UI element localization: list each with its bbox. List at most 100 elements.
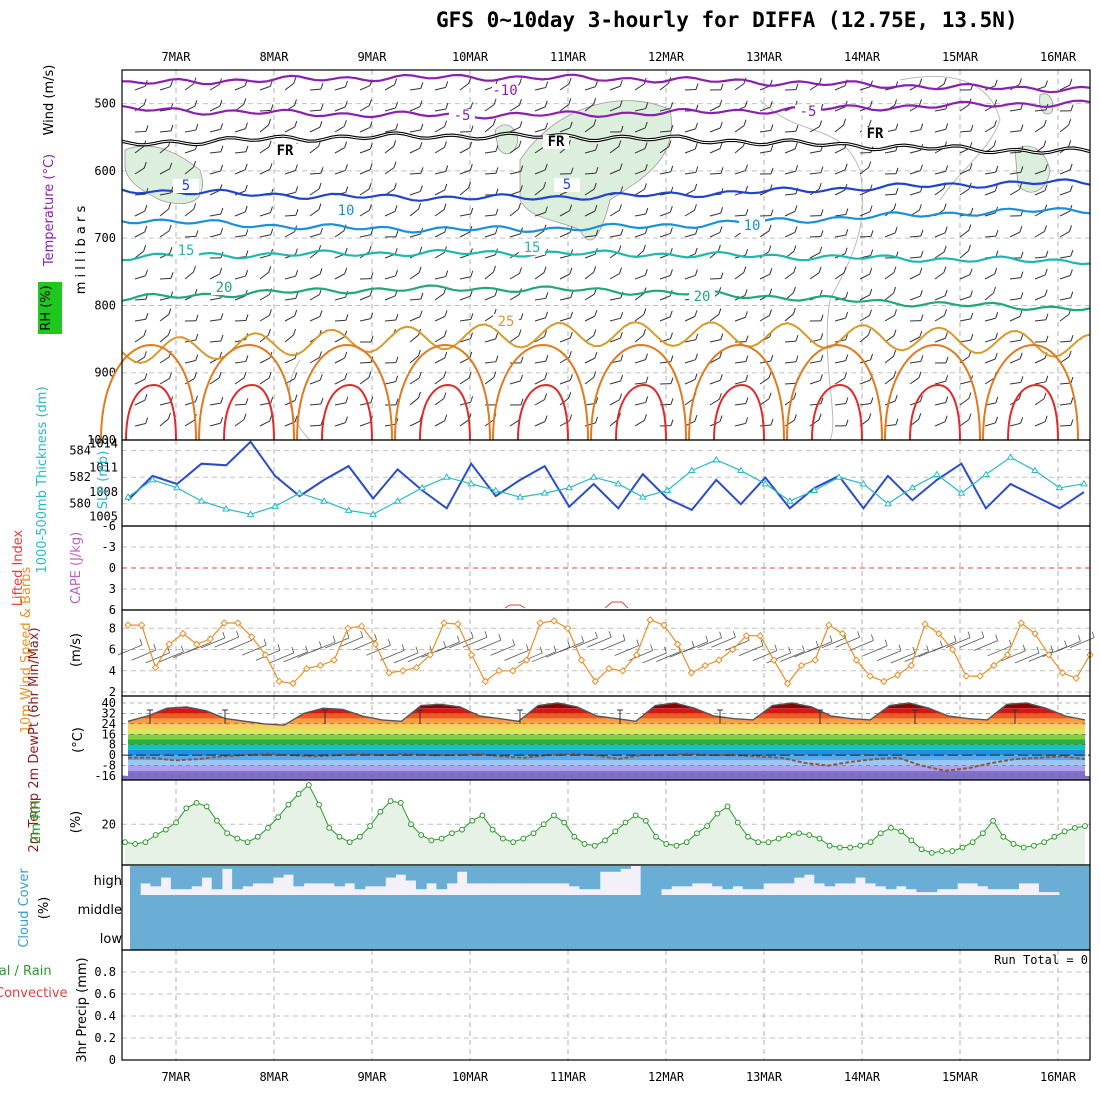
wind-barb — [584, 210, 596, 217]
thickness-marker — [1031, 466, 1039, 474]
wind-barb — [311, 641, 336, 653]
rh-marker — [1000, 833, 1007, 840]
rh-marker — [1061, 828, 1068, 835]
wind-barb — [484, 150, 496, 154]
wind-barb — [284, 357, 296, 364]
wind-barb-flag — [245, 398, 249, 405]
wind-barb — [184, 419, 195, 427]
wind-barb-flag — [168, 308, 172, 315]
precip-tick-label: 0.2 — [94, 1031, 116, 1045]
wind-barb — [1009, 231, 1021, 238]
wind-barb-flag — [277, 644, 281, 651]
wind-barb-flag — [443, 141, 447, 148]
rh-shading-area — [1014, 145, 1051, 193]
wind-barb-flag — [943, 77, 947, 85]
wind-barb — [584, 235, 596, 238]
wind-barb — [459, 295, 471, 301]
rh-tick-label: 20 — [102, 817, 116, 831]
wind-barb — [709, 105, 721, 112]
contour-label-bg — [862, 127, 888, 141]
wind-barb-flag — [745, 185, 749, 193]
rh-axis-label: RH (%) — [39, 285, 54, 330]
wind-barb-flag — [694, 183, 698, 191]
wind-barb-flag — [494, 289, 498, 296]
wind-barb-flag — [1020, 292, 1024, 299]
wind-barb-flag — [420, 82, 424, 89]
precip-tick-label: 0.6 — [94, 987, 116, 1001]
wind-barb-flag — [943, 203, 947, 210]
rh-marker — [939, 848, 945, 854]
wind-barb-flag — [705, 635, 709, 642]
contour-label-bg — [173, 244, 199, 258]
wind-barb-flag — [719, 631, 722, 638]
wind-barb — [909, 295, 921, 301]
rh-marker — [918, 846, 925, 853]
date-label-bottom: 15MAR — [942, 1070, 979, 1084]
wind-barb-flag — [894, 226, 898, 234]
wind-barb-flag — [1036, 646, 1040, 654]
wind-barb — [409, 397, 419, 406]
rh-marker — [724, 803, 731, 810]
wind-barb-flag — [418, 266, 422, 273]
wind-barb-flag — [745, 417, 749, 424]
rh-marker — [316, 801, 322, 808]
wind-barb — [734, 125, 745, 133]
wind-barb-flag — [744, 311, 748, 318]
wind-barb-flag — [1045, 335, 1049, 342]
rh-marker — [387, 798, 394, 804]
wind-barb — [984, 292, 994, 301]
wind-barb-flag — [543, 181, 547, 189]
wind-barb — [509, 273, 520, 280]
cloud-high-bar — [324, 866, 335, 884]
temperature-contour-35 — [125, 383, 177, 441]
wind-barb-flag — [720, 83, 724, 90]
wind-speed-marker — [728, 645, 737, 654]
rh-marker — [969, 839, 976, 846]
wind-barb — [234, 169, 246, 175]
wind-barb-flag — [195, 314, 199, 321]
wind-barb-flag — [570, 167, 574, 174]
thickness-marker — [1055, 483, 1064, 491]
rh-marker — [193, 799, 200, 806]
wind-barb-flag — [470, 270, 474, 277]
thickness-marker — [124, 493, 132, 500]
thickness-marker — [810, 486, 819, 493]
wind-barb-flag — [893, 350, 897, 357]
wind-speed-marker — [302, 664, 311, 673]
wind-barb-flag — [344, 372, 348, 380]
wind-barb — [434, 376, 445, 385]
wind-barb — [159, 130, 171, 133]
wind-barb — [909, 273, 921, 280]
wind-barb — [784, 231, 796, 238]
wind-barb-flag — [420, 167, 424, 174]
cloud-high-bar — [773, 866, 785, 884]
wind-barb-flag — [893, 371, 897, 378]
wind-barb-flag — [818, 413, 822, 420]
wind-barb-flag — [493, 265, 496, 273]
temperature-contour-label: -5 — [800, 104, 817, 120]
wind-barb — [1034, 398, 1045, 406]
wind-barb — [659, 107, 671, 112]
wind-barb-flag — [645, 353, 648, 360]
wind-barb — [384, 381, 396, 385]
wind-barb-flag — [694, 310, 698, 317]
wind-speed-marker — [674, 640, 682, 648]
wind-barb — [509, 190, 521, 196]
thickness-marker — [222, 505, 230, 512]
wind-barb-flag — [443, 641, 446, 648]
wind-barb-flag — [618, 140, 622, 147]
rh-marker — [561, 819, 568, 826]
cloud-high-bar — [569, 866, 580, 887]
wind-barb-flag — [619, 100, 623, 107]
wind-barb-flag — [869, 205, 873, 212]
wind-barb — [859, 402, 871, 406]
wind-speed-line — [128, 619, 1091, 685]
wind-barb — [476, 639, 501, 651]
wind-barb — [709, 357, 720, 364]
wind-barb — [834, 106, 846, 112]
wind-barb — [634, 274, 646, 280]
cloud-high-bar — [855, 866, 866, 878]
wind-barb-flag — [774, 644, 778, 651]
wind-barb — [656, 651, 681, 662]
wind-barb — [334, 402, 346, 406]
